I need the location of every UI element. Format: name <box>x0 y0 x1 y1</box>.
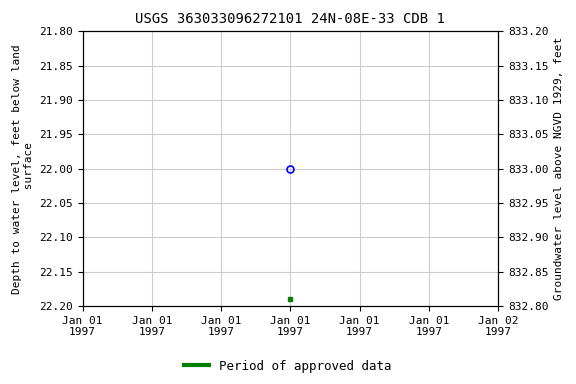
Y-axis label: Groundwater level above NGVD 1929, feet: Groundwater level above NGVD 1929, feet <box>554 37 564 300</box>
Y-axis label: Depth to water level, feet below land
 surface: Depth to water level, feet below land su… <box>12 44 33 294</box>
Legend: Period of approved data: Period of approved data <box>179 355 397 378</box>
Title: USGS 363033096272101 24N-08E-33 CDB 1: USGS 363033096272101 24N-08E-33 CDB 1 <box>135 12 445 26</box>
